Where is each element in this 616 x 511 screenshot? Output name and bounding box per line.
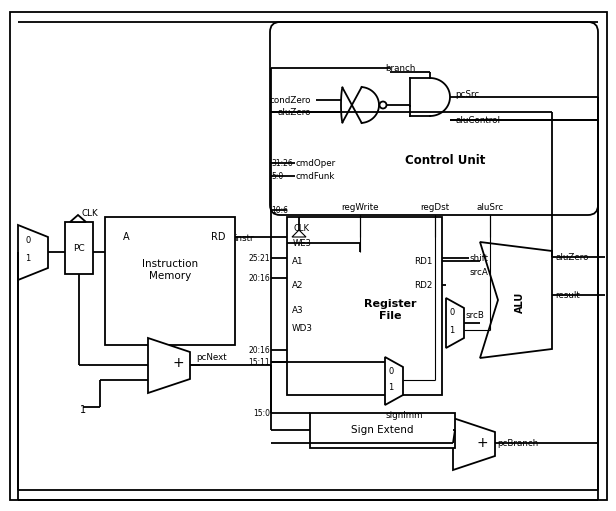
Text: cmdOper: cmdOper (295, 158, 335, 168)
Text: 20:16: 20:16 (248, 345, 270, 355)
Polygon shape (292, 230, 306, 237)
Text: Register
File: Register File (364, 299, 416, 321)
Text: WD3: WD3 (292, 323, 313, 333)
Text: PC: PC (73, 244, 85, 252)
Text: 20:16: 20:16 (248, 273, 270, 283)
Text: 0: 0 (388, 366, 393, 376)
Polygon shape (446, 298, 464, 348)
Text: 0: 0 (449, 308, 454, 316)
Polygon shape (70, 215, 86, 222)
Polygon shape (480, 242, 552, 358)
Text: A1: A1 (292, 257, 304, 266)
Text: srcA: srcA (469, 267, 488, 276)
Text: instr: instr (234, 234, 254, 243)
Text: 1: 1 (449, 326, 454, 335)
Text: Control Unit: Control Unit (405, 153, 485, 167)
Text: 1: 1 (388, 383, 393, 391)
Text: srcB: srcB (465, 311, 484, 319)
Text: regDst: regDst (421, 202, 450, 212)
Bar (310, 413, 455, 448)
Text: Sign Extend: Sign Extend (351, 425, 413, 435)
FancyBboxPatch shape (270, 22, 598, 215)
Text: 0: 0 (25, 236, 31, 244)
Text: result: result (555, 290, 580, 299)
Circle shape (379, 102, 386, 108)
Text: condZero: condZero (270, 96, 311, 105)
Polygon shape (18, 225, 48, 280)
Text: aluZero: aluZero (555, 252, 588, 262)
Text: 1: 1 (80, 405, 86, 415)
Text: cmdFunk: cmdFunk (295, 172, 334, 180)
Text: A3: A3 (292, 306, 304, 314)
Text: CLK: CLK (293, 223, 309, 233)
Text: WE3: WE3 (293, 239, 312, 247)
Text: A2: A2 (292, 281, 304, 290)
Text: pcNext: pcNext (196, 353, 227, 361)
Text: pcBranch: pcBranch (497, 438, 538, 448)
Text: 10:6: 10:6 (271, 205, 288, 215)
Text: 5:0: 5:0 (271, 172, 283, 180)
Text: +: + (476, 436, 488, 450)
Text: 31:26: 31:26 (271, 158, 293, 168)
Text: regWrite: regWrite (341, 202, 379, 212)
Text: ALU: ALU (515, 291, 525, 313)
Text: 25:21: 25:21 (248, 253, 270, 263)
Bar (287, 217, 442, 395)
Text: RD: RD (211, 232, 225, 242)
Text: aluSrc: aluSrc (476, 202, 504, 212)
Text: branch: branch (385, 63, 415, 73)
Text: aluZero: aluZero (277, 107, 311, 117)
Text: signImm: signImm (385, 410, 423, 420)
Bar (105, 217, 235, 345)
Text: +: + (172, 356, 184, 370)
Text: pcSrc: pcSrc (455, 89, 479, 99)
Text: 15:0: 15:0 (253, 408, 270, 417)
Text: RD1: RD1 (413, 257, 432, 266)
Text: CLK: CLK (82, 208, 99, 218)
Polygon shape (385, 357, 403, 405)
Text: shift: shift (469, 253, 488, 263)
Text: Instruction
Memory: Instruction Memory (142, 259, 198, 281)
Text: RD2: RD2 (413, 281, 432, 290)
Text: aluControl: aluControl (455, 115, 500, 125)
Text: 1: 1 (25, 253, 31, 263)
Text: 15:11: 15:11 (248, 358, 270, 366)
Text: A: A (123, 232, 129, 242)
Polygon shape (453, 418, 495, 470)
Polygon shape (148, 338, 190, 393)
Bar (65, 222, 93, 274)
